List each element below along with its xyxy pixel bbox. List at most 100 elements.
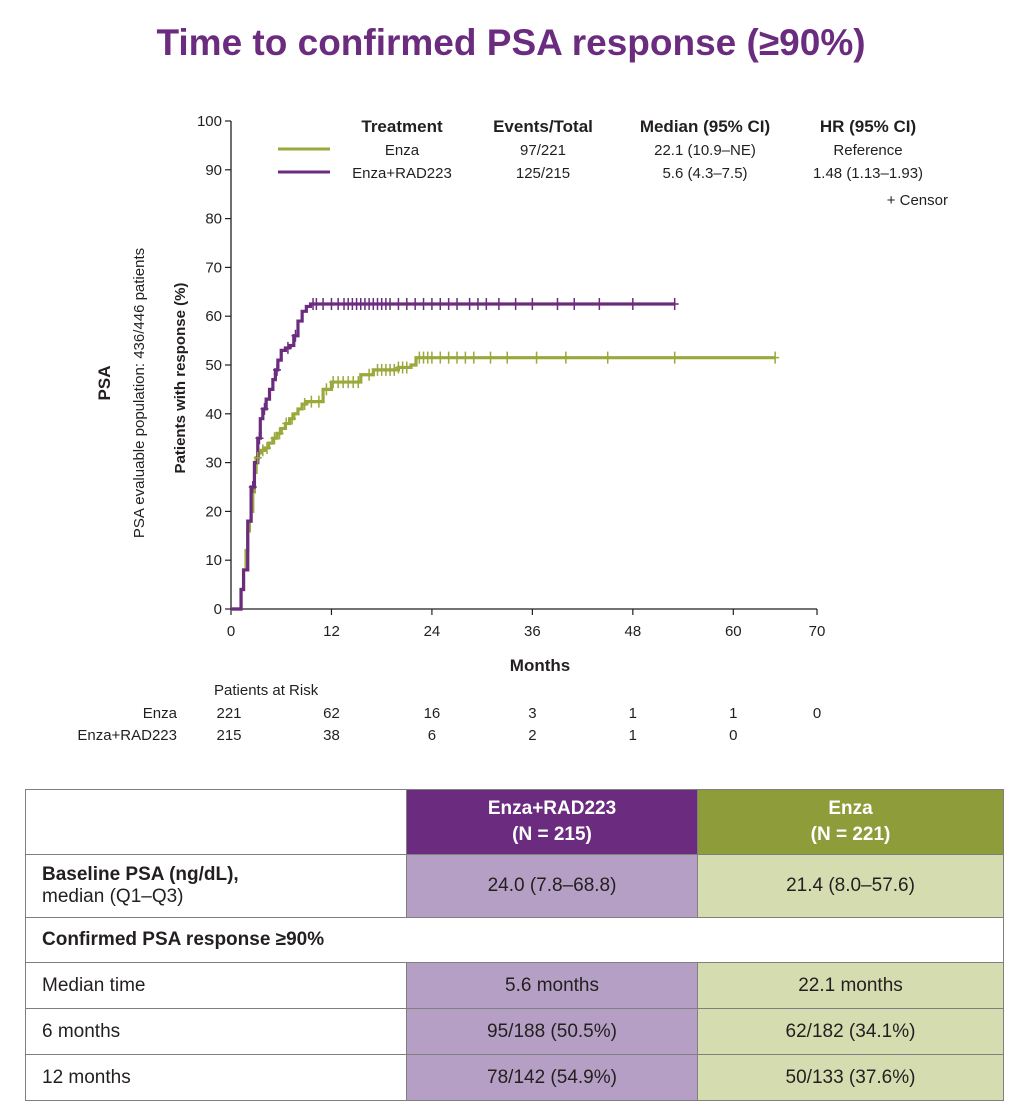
x-axis-label: Months xyxy=(510,656,570,675)
population-label: PSA evaluable population: 436/446 patien… xyxy=(131,248,148,538)
curve-enza-rad223 xyxy=(231,302,675,611)
censor-mark xyxy=(390,363,399,376)
header-enza-name: Enza xyxy=(828,798,873,819)
censor-mark xyxy=(319,298,328,310)
legend-hr-enza: Reference xyxy=(833,142,902,159)
x-tick-label: 70 xyxy=(809,623,826,640)
y-tick-label: 100 xyxy=(197,113,222,130)
censor-mark xyxy=(283,341,292,354)
censor-mark xyxy=(255,432,264,445)
at-risk-value: 3 xyxy=(528,705,536,722)
censor-mark xyxy=(532,351,541,364)
at-risk-value: 2 xyxy=(528,727,536,744)
header-enza: Enza (N = 221) xyxy=(697,789,1004,855)
row-rad-value: 95/188 (50.5%) xyxy=(406,1008,698,1055)
at-risk-value: 221 xyxy=(216,705,241,722)
censor-mark xyxy=(453,351,462,364)
header-rad-n: (N = 215) xyxy=(512,824,592,845)
y-tick-label: 50 xyxy=(205,357,222,374)
baseline-rad: 24.0 (7.8–68.8) xyxy=(406,854,698,918)
row-label: 12 months xyxy=(25,1054,407,1101)
legend-header-median: Median (95% CI) xyxy=(640,117,770,136)
censor-mark xyxy=(291,329,300,342)
x-tick-label: 48 xyxy=(624,623,641,640)
censor-mark xyxy=(394,298,403,310)
censor-mark xyxy=(628,298,637,310)
curve-enza xyxy=(231,356,776,611)
censor-mark xyxy=(465,298,474,310)
row-label: Median time xyxy=(25,962,407,1009)
censor-mark xyxy=(411,298,420,310)
censor-mark xyxy=(248,481,257,493)
censor-mark xyxy=(402,298,411,310)
row-label: 6 months xyxy=(25,1008,407,1055)
baseline-label-bold: Baseline PSA (ng/dL), xyxy=(42,864,239,885)
y-axis-label: Patients with response (%) xyxy=(172,283,189,474)
censor-mark xyxy=(427,351,436,364)
baseline-enza: 21.4 (8.0–57.6) xyxy=(697,854,1004,918)
y-tick-label: 60 xyxy=(205,308,222,325)
at-risk-value: 1 xyxy=(629,705,637,722)
at-risk-value: 62 xyxy=(323,705,340,722)
censor-mark xyxy=(260,402,269,415)
censor-mark xyxy=(402,361,411,374)
y-tick-label: 30 xyxy=(205,455,222,472)
censor-mark xyxy=(288,412,297,425)
header-rad: Enza+RAD223 (N = 215) xyxy=(406,789,698,855)
censor-mark xyxy=(473,298,482,310)
y-tick-label: 40 xyxy=(205,406,222,423)
header-rad-name: Enza+RAD223 xyxy=(487,798,617,819)
censor-mark xyxy=(262,441,271,454)
censor-mark xyxy=(444,298,453,310)
censor-mark xyxy=(494,298,503,310)
chart-axes: 0 10 20 30 40 50 60 70 80 90 100 0 12 24 36 48 60 70 xyxy=(197,113,825,640)
at-risk-value: 1 xyxy=(729,705,737,722)
x-tick-label: 60 xyxy=(725,623,742,640)
legend-events-enza: 97/221 xyxy=(520,142,566,159)
legend-hr-rad: 1.48 (1.13–1.93) xyxy=(813,165,923,182)
censor-mark xyxy=(436,298,445,310)
censor-mark xyxy=(322,383,331,396)
censor-mark xyxy=(771,351,780,364)
censor-mark xyxy=(275,427,284,440)
censor-mark xyxy=(528,298,537,310)
legend-censor: + Censor xyxy=(887,192,948,209)
legend-treatment-rad: Enza+RAD223 xyxy=(352,165,452,182)
censor-mark xyxy=(427,298,436,310)
y-tick-label: 10 xyxy=(205,552,222,569)
censor-mark xyxy=(482,298,491,310)
censor-mark xyxy=(670,298,679,310)
censor-mark xyxy=(603,351,612,364)
censor-mark xyxy=(511,298,520,310)
censor-mark xyxy=(436,351,445,364)
row-enza-value: 50/133 (37.6%) xyxy=(697,1054,1004,1101)
x-tick-label: 12 xyxy=(323,623,340,640)
censor-mark xyxy=(273,363,282,376)
y-tick-label: 20 xyxy=(205,503,222,520)
legend-median-enza: 22.1 (10.9–NE) xyxy=(654,142,756,159)
at-risk-value: 0 xyxy=(729,727,737,744)
table-row: Median time 5.6 months 22.1 months xyxy=(25,962,1004,1009)
censor-mark xyxy=(503,351,512,364)
censor-mark xyxy=(365,368,374,381)
censor-mark xyxy=(282,417,291,430)
baseline-label-rest: median (Q1–Q3) xyxy=(42,886,184,907)
header-enza-n: (N = 221) xyxy=(810,824,891,845)
censor-mark xyxy=(258,444,267,457)
y-tick-label: 70 xyxy=(205,259,222,276)
legend-header-treatment: Treatment xyxy=(361,117,443,136)
censor-mark xyxy=(486,351,495,364)
y-tick-label: 90 xyxy=(205,162,222,179)
censor-mark xyxy=(453,298,462,310)
at-risk-value: 0 xyxy=(813,705,821,722)
censor-mark xyxy=(327,298,336,310)
censor-mark xyxy=(386,298,395,310)
censor-mark xyxy=(354,376,363,389)
patients-at-risk: Patients at Risk Enza Enza+RAD223 221 62 1… xyxy=(77,682,821,744)
chart-legend: Treatment Events/Total Median (95% CI) H… xyxy=(278,117,948,209)
censor-mark xyxy=(307,395,316,408)
censor-mark xyxy=(595,298,604,310)
at-risk-label-enza: Enza xyxy=(143,705,178,722)
censor-mark xyxy=(469,351,478,364)
